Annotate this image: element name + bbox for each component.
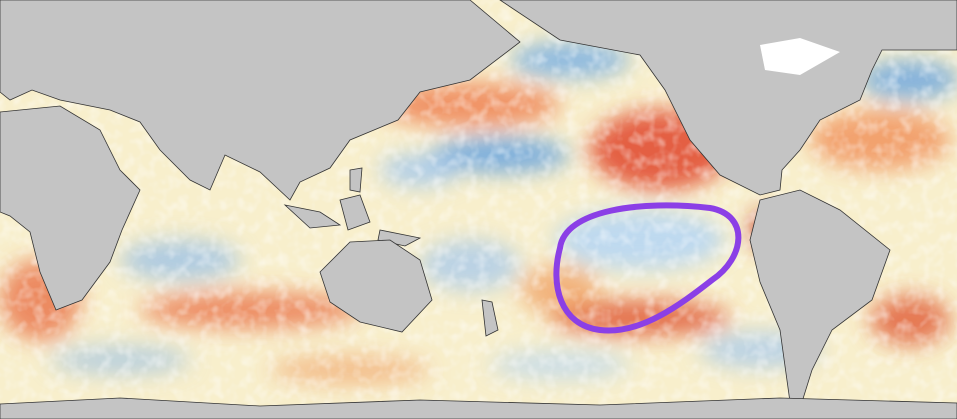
australia [319, 239, 433, 333]
sea-ice [760, 38, 840, 75]
highlight-outline [553, 202, 742, 334]
south-america [749, 189, 891, 403]
eurasia [0, 0, 521, 201]
maritime-asia [283, 167, 422, 247]
north-america [499, 0, 957, 196]
africa [0, 105, 141, 311]
antarctica [0, 397, 957, 419]
new-zealand [481, 299, 499, 337]
